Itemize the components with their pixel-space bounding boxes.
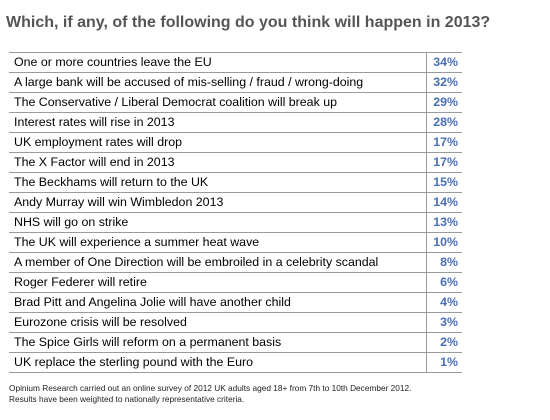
row-value: 29%	[426, 92, 462, 113]
table-row: The Beckhams will return to the UK 15%	[9, 172, 462, 193]
row-label: UK replace the sterling pound with the E…	[9, 352, 427, 373]
footnote: Opinium Research carried out an online s…	[9, 383, 544, 405]
row-label: The Conservative / Liberal Democrat coal…	[9, 92, 427, 113]
row-label: Roger Federer will retire	[9, 272, 427, 293]
table-row: The UK will experience a summer heat wav…	[9, 232, 462, 253]
row-label: Andy Murray will win Wimbledon 2013	[9, 192, 427, 213]
row-value: 14%	[426, 192, 462, 213]
row-value: 3%	[426, 312, 462, 333]
footnote-line-2: Results have been weighted to nationally…	[9, 394, 245, 404]
row-label: The X Factor will end in 2013	[9, 152, 427, 173]
row-label: A member of One Direction will be embroi…	[9, 252, 427, 273]
table-row: UK replace the sterling pound with the E…	[9, 352, 462, 373]
table-row: Andy Murray will win Wimbledon 2013 14%	[9, 192, 462, 213]
row-label: Brad Pitt and Angelina Jolie will have a…	[9, 292, 427, 313]
row-label: Interest rates will rise in 2013	[9, 112, 427, 133]
row-value: 6%	[426, 272, 462, 293]
row-value: 13%	[426, 212, 462, 233]
row-value: 1%	[426, 352, 462, 373]
chart-title: Which, if any, of the following do you t…	[6, 14, 491, 31]
table-row: A large bank will be accused of mis-sell…	[9, 72, 462, 93]
row-value: 17%	[426, 152, 462, 173]
table-row: Eurozone crisis will be resolved 3%	[9, 312, 462, 333]
table-row: UK employment rates will drop 17%	[9, 132, 462, 153]
row-label: One or more countries leave the EU	[9, 52, 427, 73]
table-row: One or more countries leave the EU 34%	[9, 52, 462, 73]
row-value: 32%	[426, 72, 462, 93]
row-label: The Beckhams will return to the UK	[9, 172, 427, 193]
table-row: A member of One Direction will be embroi…	[9, 252, 462, 273]
footnote-line-1: Opinium Research carried out an online s…	[9, 383, 412, 393]
row-label: Eurozone crisis will be resolved	[9, 312, 427, 333]
results-table: One or more countries leave the EU 34% A l…	[9, 52, 462, 373]
table-row: Interest rates will rise in 2013 28%	[9, 112, 462, 133]
row-label: UK employment rates will drop	[9, 132, 427, 153]
row-label: The UK will experience a summer heat wav…	[9, 232, 427, 253]
row-value: 15%	[426, 172, 462, 193]
row-label: A large bank will be accused of mis-sell…	[9, 72, 427, 93]
table-row: The X Factor will end in 2013 17%	[9, 152, 462, 173]
row-value: 10%	[426, 232, 462, 253]
table-row: Roger Federer will retire 6%	[9, 272, 462, 293]
row-value: 17%	[426, 132, 462, 153]
row-value: 28%	[426, 112, 462, 133]
table-row: The Spice Girls will reform on a permane…	[9, 332, 462, 353]
row-value: 2%	[426, 332, 462, 353]
row-value: 8%	[426, 252, 462, 273]
row-value: 4%	[426, 292, 462, 313]
table-row: The Conservative / Liberal Democrat coal…	[9, 92, 462, 113]
results-table-body: One or more countries leave the EU 34% A l…	[9, 52, 462, 373]
table-row: NHS will go on strike 13%	[9, 212, 462, 233]
row-label: NHS will go on strike	[9, 212, 427, 233]
table-row: Brad Pitt and Angelina Jolie will have a…	[9, 292, 462, 313]
row-value: 34%	[426, 52, 462, 73]
row-label: The Spice Girls will reform on a permane…	[9, 332, 427, 353]
